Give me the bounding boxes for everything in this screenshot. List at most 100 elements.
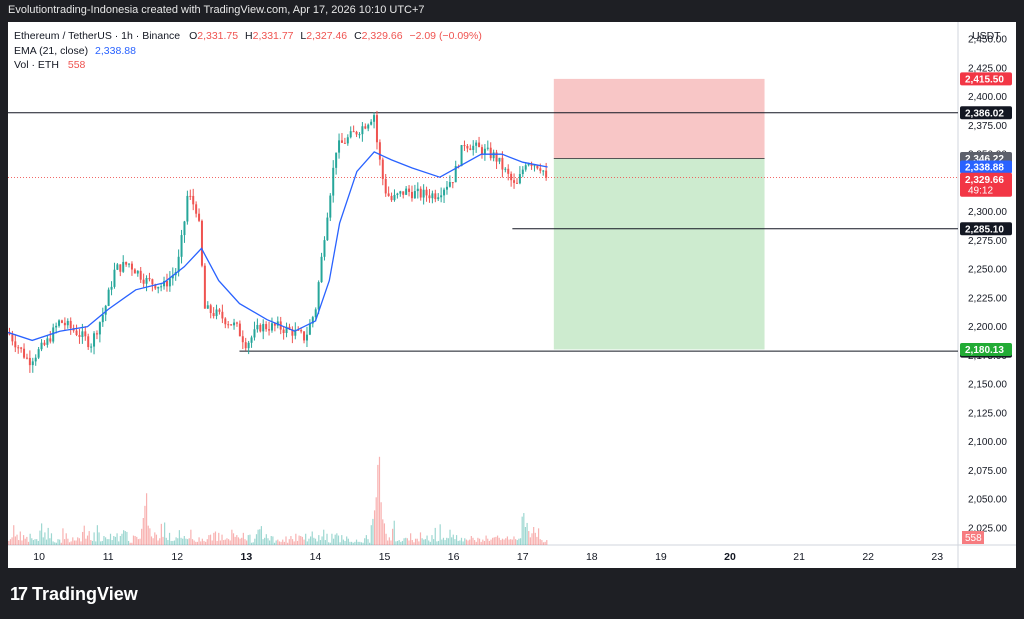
time-tick-label: 17 (517, 551, 529, 563)
candle-body (148, 278, 151, 280)
volume-bar (341, 535, 343, 545)
volume-bar (265, 534, 267, 545)
volume-bar (501, 538, 504, 545)
volume-bar (357, 541, 359, 545)
time-tick-label: 12 (171, 551, 183, 563)
candle-body (250, 337, 253, 343)
volume-bar (508, 539, 510, 545)
volume-bar (498, 537, 500, 545)
volume-bar (285, 536, 287, 545)
candle-body (460, 145, 463, 167)
volume-bar (383, 523, 386, 545)
candle-body (521, 169, 524, 175)
volume-bar (234, 536, 236, 545)
time-tick-label: 14 (310, 551, 322, 563)
volume-bar (177, 538, 179, 545)
volume-bar (496, 535, 499, 545)
volume-bar (191, 539, 194, 545)
volume-bar (109, 533, 112, 545)
candle-body (101, 314, 104, 323)
chart-frame[interactable]: 2,450.002,425.002,400.002,375.002,350.00… (7, 22, 1016, 568)
volume-bar (405, 537, 407, 545)
position-zones (553, 78, 765, 350)
currency-label[interactable]: USDT (972, 30, 1001, 42)
volume-bar (62, 528, 64, 545)
candle-body (492, 152, 495, 159)
price-tick-label: 2,250.00 (968, 265, 1007, 276)
volume-bar (63, 539, 66, 545)
volume-bar (323, 529, 325, 545)
high-value: 2,331.77 (253, 30, 294, 42)
candle-body (393, 194, 396, 201)
volume-bar (321, 536, 323, 545)
volume-bar (398, 540, 400, 545)
candle-body (130, 263, 133, 270)
candle-body (107, 289, 110, 306)
candle-body (419, 188, 422, 198)
volume-bar (469, 539, 471, 545)
candle-body (63, 322, 66, 326)
volume-bar (528, 531, 530, 545)
volume-bar (65, 533, 67, 545)
volume-bar (88, 531, 90, 545)
level-price-label-box (960, 222, 1012, 236)
candle-body (247, 342, 250, 349)
candle-body (352, 131, 355, 133)
price-chart[interactable]: 2,450.002,425.002,400.002,375.002,350.00… (7, 22, 1016, 568)
svg-text:Ethereum / TetherUS · 1h · Bin: Ethereum / TetherUS · 1h · Binance O2,33… (14, 30, 482, 42)
tradingview-logo-icon: 17 (10, 584, 28, 604)
candle-body (504, 168, 507, 170)
volume-bar (157, 540, 159, 545)
volume-bar (403, 538, 405, 545)
volume-bar (449, 529, 451, 545)
candle-body (451, 182, 454, 184)
stop-loss-zone[interactable] (553, 78, 765, 159)
volume-bar (396, 540, 399, 545)
candle-body (230, 324, 233, 326)
volume-bar (529, 537, 531, 545)
volume-bar (172, 540, 174, 545)
candle-body (95, 333, 98, 335)
candle-body (530, 163, 533, 166)
volume-bar (214, 531, 217, 545)
candle-body (378, 142, 381, 160)
volume-bar (421, 538, 423, 545)
volume-bar (482, 539, 484, 545)
volume-bar (193, 540, 195, 545)
tradingview-brand[interactable]: 17 TradingView (10, 584, 138, 605)
volume-bar (134, 536, 136, 545)
chart-attribution: Evolutiontrading-Indonesia created with … (8, 4, 425, 16)
volume-bar (206, 539, 208, 545)
take-profit-zone[interactable] (553, 158, 765, 350)
volume-bar (221, 534, 223, 545)
target-price-label-box (960, 342, 1012, 356)
volume-bar (465, 539, 468, 545)
volume-bar (490, 539, 492, 545)
volume-bar (26, 536, 28, 545)
volume-bar (90, 540, 92, 545)
volume-bar (488, 540, 490, 545)
candle-body (495, 152, 498, 162)
volume-bar (224, 539, 226, 545)
volume-bar (77, 537, 79, 545)
volume-bar (413, 542, 415, 545)
volume-bar (196, 541, 199, 545)
candle-body (84, 331, 87, 337)
volume-bar (324, 540, 326, 545)
volume-bar (119, 536, 121, 545)
price-tick-label: 2,275.00 (968, 236, 1007, 247)
candle-body (475, 142, 478, 146)
volume-bar (159, 538, 161, 545)
volume-bar (37, 540, 39, 545)
volume-bar (57, 539, 59, 545)
volume-bar (60, 542, 62, 545)
volume-bar (178, 530, 180, 545)
volume-bar (27, 541, 30, 545)
candle-body (25, 357, 28, 359)
candle-body (142, 279, 145, 284)
candle-body (244, 342, 247, 349)
candle-body (533, 165, 536, 167)
candle-body (163, 280, 166, 287)
volume-bar (380, 502, 382, 545)
symbol-label: Ethereum / TetherUS · 1h · Binance (14, 30, 180, 42)
